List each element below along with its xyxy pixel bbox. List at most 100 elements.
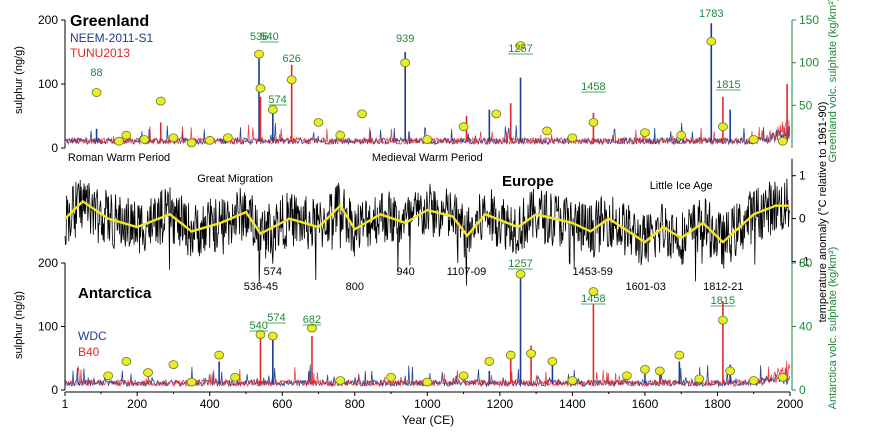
antarctica-y2tick-label-0: 0 <box>799 383 806 397</box>
greenland-marker-170 <box>121 130 132 140</box>
greenland-marker-574 <box>267 105 278 114</box>
antarctica-marker-170 <box>121 357 132 366</box>
europe-annotation-little-ice-age: Little Ice Age <box>650 180 713 192</box>
antarctica-ylabel: sulphur (ng/g) <box>13 291 25 359</box>
greenland-label-626: 626 <box>282 53 300 65</box>
x-tick-label-600: 600 <box>272 397 292 411</box>
antarctica-marker-350 <box>186 377 197 387</box>
antarctica-label-1815: 1815 <box>711 295 735 307</box>
greenland-marker-1190 <box>491 109 502 119</box>
greenland-marker-300 <box>168 133 179 143</box>
greenland-label-1257: 1257 <box>508 43 532 55</box>
greenland-marker-1000 <box>422 135 433 144</box>
europe-event-940: 940 <box>396 266 414 278</box>
antarctica-ytick-label-0: 0 <box>51 383 58 397</box>
x-tick-label-1600: 1600 <box>632 397 659 411</box>
antarctica-label-682: 682 <box>303 314 321 326</box>
greenland-marker-1257 <box>515 41 526 50</box>
europe-event-1601-03: 1601-03 <box>625 281 665 293</box>
greenland-marker-1700 <box>676 130 687 140</box>
greenland-marker-1400 <box>567 133 578 143</box>
europe-annotation-medieval-warm-period: Medieval Warm Period <box>372 152 483 164</box>
greenland-label-939: 939 <box>396 33 414 45</box>
x-tick-label-1400: 1400 <box>559 397 586 411</box>
greenland-marker-1458 <box>588 118 599 127</box>
antarctica-marker-682 <box>307 323 317 333</box>
antarctica-marker-1815 <box>718 315 728 325</box>
greenland-marker-1600 <box>640 128 650 138</box>
greenland-y2tick-label-50: 50 <box>799 98 813 112</box>
antarctica-marker-1230 <box>505 350 516 360</box>
antarctica-label-1257: 1257 <box>508 258 532 270</box>
antarctica-y2tick-label-40: 40 <box>799 320 813 334</box>
antarctica-marker-1100 <box>458 371 469 381</box>
europe-event-1812-21: 1812-21 <box>703 281 743 293</box>
legend-b40: B40 <box>78 345 100 359</box>
greenland-marker-1980 <box>777 136 788 146</box>
europe-event-1453-59: 1453-59 <box>573 266 613 278</box>
antarctica-marker-1600 <box>640 364 650 374</box>
antarctica-marker-470 <box>230 372 240 382</box>
greenland-ylabel: sulphur (ng/g) <box>13 46 25 114</box>
europe-annotation-great-migration: Great Migration <box>197 173 273 185</box>
x-tick-label-1: 1 <box>62 397 69 411</box>
antarctica-y2label: Antarctica volc. sulphate (kg/km²) <box>827 247 839 410</box>
x-tick-label-2000: 2000 <box>777 397 804 411</box>
greenland-marker-820 <box>357 109 367 119</box>
antarctica-title: Antarctica <box>78 285 152 302</box>
europe-event-800: 800 <box>346 281 364 293</box>
greenland-marker-350 <box>186 138 197 148</box>
antarctica-label-574: 574 <box>267 312 285 324</box>
legend-tunu: TUNU2013 <box>70 46 130 60</box>
antarctica-marker-1695 <box>674 350 685 360</box>
x-axis: 1 200 400 600 800 1000 1200 1400 1600 1800 2000 <box>62 391 804 411</box>
greenland-marker-1815 <box>718 122 728 132</box>
greenland-title: Greenland <box>70 13 149 30</box>
antarctica-label-540: 540 <box>249 320 267 332</box>
europe-temperature-series <box>64 178 790 286</box>
europe-panel: -1 0 1 Roman Warm Period Medieval Warm Perio… <box>64 152 810 293</box>
europe-y2tick-label-0: 0 <box>799 212 806 226</box>
greenland-marker-150 <box>114 136 124 146</box>
antarctica-marker-1171 <box>484 357 495 366</box>
antarctica-marker-1550 <box>621 371 632 381</box>
greenland-marker-540 <box>255 83 266 93</box>
antarctica-marker-1286 <box>526 349 536 358</box>
x-tick-label-400: 400 <box>200 397 220 411</box>
greenland-marker-1783 <box>706 36 717 46</box>
greenland-label-88: 88 <box>90 67 102 79</box>
greenland-y2label: Greenland volc. sulphate (kg/km²) <box>827 0 839 163</box>
antarctica-marker-1641 <box>654 366 665 376</box>
antarctica-marker-1900 <box>748 376 759 385</box>
greenland-label-1815: 1815 <box>716 79 740 91</box>
antarctica-y2tick-label-80: 80 <box>799 256 813 270</box>
x-tick-label-1200: 1200 <box>487 397 514 411</box>
europe-y2tick-label-1: 1 <box>799 169 806 183</box>
greenland-label-536: 536 <box>250 31 268 43</box>
greenland-marker-1330 <box>542 126 552 136</box>
europe-smoothed-series <box>64 199 790 244</box>
antarctica-marker-1400 <box>567 376 578 385</box>
greenland-label-1783: 1783 <box>699 8 723 20</box>
antarctica-marker-1345 <box>547 357 558 366</box>
antarctica-marker-1980 <box>777 372 788 382</box>
antarctica-marker-1750 <box>694 374 705 384</box>
greenland-label-574: 574 <box>268 94 286 106</box>
antarctica-marker-760 <box>335 376 346 385</box>
antarctica-marker-574 <box>267 331 278 341</box>
greenland-y2tick-label-150: 150 <box>799 13 819 27</box>
greenland-marker-1100 <box>458 122 469 132</box>
antarctica-marker-120 <box>103 371 114 381</box>
greenland-label-1458: 1458 <box>581 81 605 93</box>
europe-event-536-45: 536-45 <box>244 281 278 293</box>
x-tick-label-800: 800 <box>345 397 365 411</box>
antarctica-ytick-label-100: 100 <box>38 320 58 334</box>
greenland-marker-536 <box>254 49 264 59</box>
greenland-marker-939 <box>400 58 411 68</box>
europe-y2label: temperature anomaly (°C relative to 1961… <box>817 102 829 323</box>
antarctica-marker-426 <box>214 350 225 360</box>
greenland-marker-88 <box>91 88 102 97</box>
